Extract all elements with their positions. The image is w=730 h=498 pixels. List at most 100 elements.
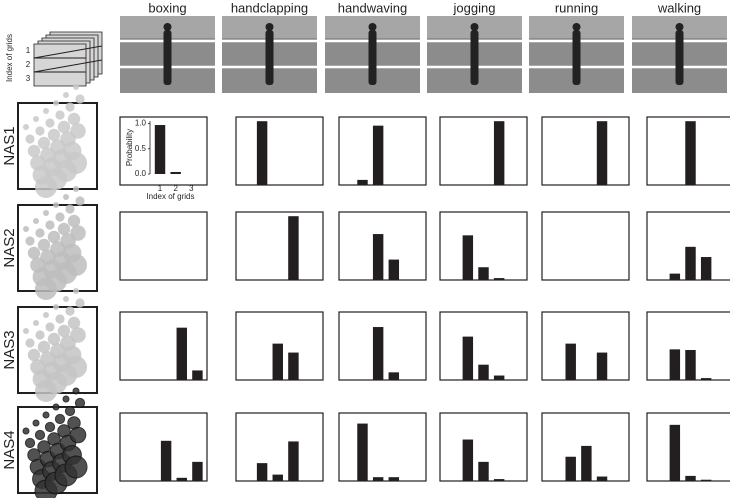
chart-box xyxy=(541,211,630,281)
scale-circle xyxy=(55,110,65,120)
person xyxy=(265,30,274,85)
bar xyxy=(669,424,681,481)
bar xyxy=(493,375,505,380)
chart-box xyxy=(541,311,630,381)
scale-circle xyxy=(57,222,71,236)
row-label: NAS3 xyxy=(1,330,18,369)
scale-circle xyxy=(23,124,29,130)
bar xyxy=(272,343,283,380)
bar xyxy=(154,125,166,174)
person-head xyxy=(572,23,581,31)
bar xyxy=(288,441,299,481)
scale-circle xyxy=(64,455,88,479)
scale-circle xyxy=(65,102,75,112)
bar xyxy=(685,121,696,185)
scale-circle xyxy=(45,322,55,332)
bar xyxy=(669,349,681,380)
scale-circle xyxy=(70,123,86,139)
scale-circle xyxy=(53,100,59,106)
scale-circle xyxy=(45,220,55,230)
scale-circle xyxy=(23,226,29,232)
grid-index: 3 xyxy=(26,74,31,83)
person xyxy=(470,30,479,85)
scale-circle xyxy=(22,427,30,435)
scale-circle xyxy=(45,118,55,128)
bar xyxy=(493,121,505,185)
grid-index: 2 xyxy=(26,60,31,69)
bar xyxy=(288,216,299,280)
person-head xyxy=(470,23,479,31)
person xyxy=(572,30,581,85)
bar xyxy=(372,125,384,185)
scale-circle xyxy=(57,324,71,338)
scale-circle xyxy=(25,236,35,246)
scale-circle xyxy=(44,421,56,433)
chart-box xyxy=(646,412,730,482)
person-head xyxy=(368,23,377,31)
bar xyxy=(700,257,712,280)
bar xyxy=(192,370,203,380)
scale-circle xyxy=(54,413,66,425)
bar xyxy=(256,463,268,481)
y-tick-label: 0.0 xyxy=(135,169,147,178)
scale-circle xyxy=(67,316,81,330)
scale-circle xyxy=(63,92,69,98)
bar xyxy=(596,476,608,481)
bar xyxy=(357,179,368,185)
person-head xyxy=(265,23,274,31)
column-label: walking xyxy=(657,0,701,15)
scale-circle xyxy=(33,320,39,326)
scale-circle xyxy=(27,348,41,362)
scale-circle xyxy=(52,403,60,411)
column-label: jogging xyxy=(453,0,496,15)
person-head xyxy=(163,23,172,31)
scale-circle xyxy=(53,304,59,310)
bar xyxy=(565,456,576,481)
bar xyxy=(462,336,474,380)
scale-circle xyxy=(55,314,65,324)
bar xyxy=(192,461,203,481)
bar xyxy=(493,278,505,280)
scale-circle xyxy=(47,230,61,244)
scale-circle xyxy=(75,298,85,308)
scale-circle xyxy=(47,332,61,346)
scale-circle xyxy=(32,419,40,427)
scale-circle xyxy=(63,296,69,302)
x-tick-label: 1 xyxy=(158,184,163,193)
bar xyxy=(700,479,712,481)
column-label: running xyxy=(555,0,598,15)
scale-circle xyxy=(43,108,49,114)
y-axis-label: Probability xyxy=(125,129,134,166)
bar xyxy=(596,121,608,185)
person xyxy=(368,30,377,85)
column-label: handwaving xyxy=(338,0,407,15)
scale-circle xyxy=(65,306,75,316)
scale-circle xyxy=(73,288,79,294)
bar xyxy=(372,234,384,280)
row-label: NAS1 xyxy=(1,126,18,165)
scale-circle xyxy=(75,196,85,206)
bar xyxy=(685,246,696,280)
bar xyxy=(372,477,384,481)
bar xyxy=(288,352,299,380)
bar xyxy=(669,273,681,280)
scale-circle xyxy=(57,120,71,134)
scale-circle xyxy=(67,112,81,126)
scale-circle xyxy=(62,395,70,403)
bar xyxy=(462,235,474,280)
bar xyxy=(170,171,181,174)
chart-box xyxy=(235,211,324,281)
scale-circle xyxy=(72,387,80,395)
person xyxy=(163,30,172,85)
scale-circle xyxy=(37,136,51,150)
scale-circle xyxy=(33,116,39,122)
bar xyxy=(272,474,283,481)
scale-circle xyxy=(33,218,39,224)
bar xyxy=(388,477,400,481)
row-label: NAS4 xyxy=(1,430,18,469)
scale-circle xyxy=(63,194,69,200)
scale-circle xyxy=(43,210,49,216)
grid-index: 1 xyxy=(26,46,31,55)
bar xyxy=(388,259,400,280)
